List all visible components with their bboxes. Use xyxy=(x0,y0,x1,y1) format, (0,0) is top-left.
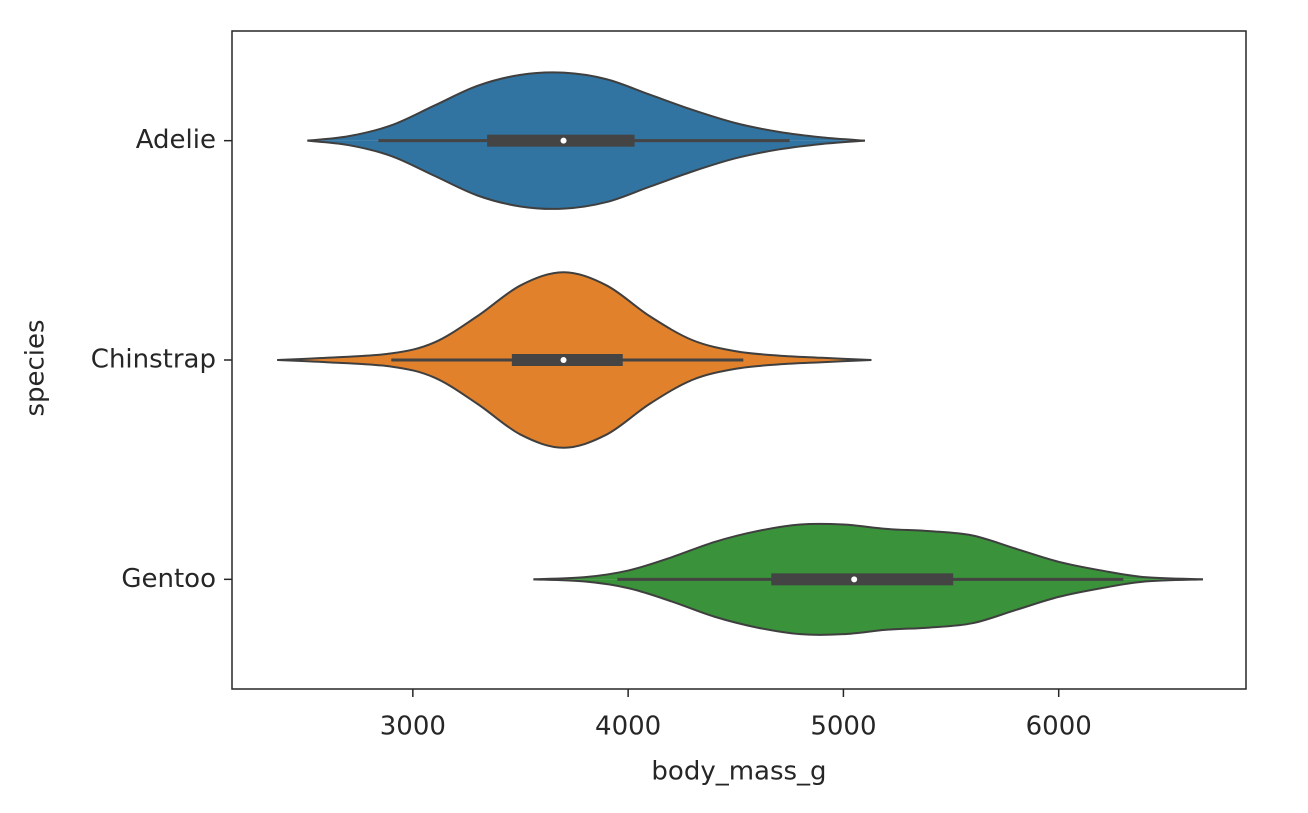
box xyxy=(771,573,954,586)
violin-outline xyxy=(533,578,1203,636)
median xyxy=(560,357,567,363)
x-tick-label: 6000 xyxy=(1026,712,1092,742)
violin-outline xyxy=(277,271,872,361)
x-tick-label: 5000 xyxy=(810,712,876,742)
violin-body xyxy=(533,523,1203,580)
violin-body xyxy=(277,272,872,360)
x-tick-label: 3000 xyxy=(380,712,446,742)
violin-outline xyxy=(277,359,872,449)
violin-body xyxy=(277,360,872,448)
y-tick-label: Gentoo xyxy=(121,564,216,594)
y-tick-label: Adelie xyxy=(136,125,216,155)
plot-frame xyxy=(231,30,1247,690)
violin-outline xyxy=(533,522,1203,581)
median xyxy=(851,576,858,583)
violin-body xyxy=(533,579,1203,635)
x-axis-label: body_mass_g xyxy=(651,757,826,787)
violin-outline xyxy=(307,139,866,210)
violin-body xyxy=(307,72,865,141)
box xyxy=(511,354,623,366)
y-axis-label: species xyxy=(21,319,51,416)
violin-outline xyxy=(307,71,866,142)
violin-body xyxy=(307,140,865,209)
x-tick-label: 4000 xyxy=(595,712,661,742)
median xyxy=(560,137,567,144)
y-tick-label: Chinstrap xyxy=(91,345,216,375)
